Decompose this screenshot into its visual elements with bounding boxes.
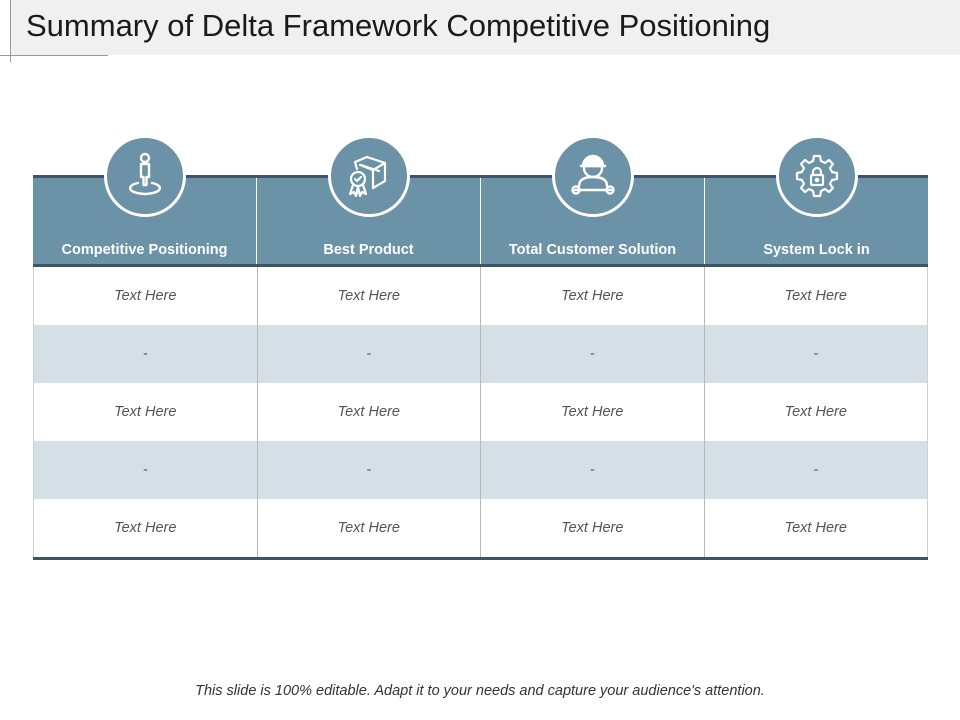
table-cell: -: [481, 441, 705, 499]
table-cell: -: [258, 325, 481, 383]
header-label-best-product: Best Product: [323, 242, 414, 258]
table-row: Text Here Text Here Text Here Text Here: [33, 499, 928, 557]
table-cell: Text Here: [481, 383, 705, 441]
header-cell-system-lock-in: System Lock in: [705, 135, 928, 264]
title-accent-vertical-line: [10, 0, 11, 62]
table-cell: Text Here: [481, 267, 705, 325]
table-row: Text Here Text Here Text Here Text Here: [33, 383, 928, 441]
table-cell: Text Here: [705, 267, 928, 325]
slide-title: Summary of Delta Framework Competitive P…: [26, 8, 771, 43]
table-row: Text Here Text Here Text Here Text Here: [33, 267, 928, 325]
table-cell: Text Here: [258, 383, 481, 441]
table-cell: Text Here: [481, 499, 705, 557]
table-row: - - - -: [33, 441, 928, 499]
header-label-competitive-positioning: Competitive Positioning: [61, 242, 228, 258]
positioning-table: Competitive Positioning Best Product: [33, 135, 928, 560]
gear-lock-icon: [775, 135, 858, 217]
table-cell: -: [33, 441, 258, 499]
header-cell-best-product: Best Product: [257, 135, 481, 264]
table-cell: -: [705, 441, 928, 499]
table-bottom-border: [33, 557, 928, 560]
slide-footer-note: This slide is 100% editable. Adapt it to…: [195, 683, 765, 699]
table-cell: Text Here: [33, 499, 258, 557]
header-label-total-customer-solution: Total Customer Solution: [508, 242, 677, 258]
table-cell: -: [705, 325, 928, 383]
person-on-target-icon: [103, 135, 186, 217]
table-cell: Text Here: [33, 383, 258, 441]
worker-with-wrench-icon: [551, 135, 634, 217]
table-cell: -: [258, 441, 481, 499]
table-cell: Text Here: [258, 499, 481, 557]
table-cell: -: [481, 325, 705, 383]
table-cell: Text Here: [705, 383, 928, 441]
table-cell: -: [33, 325, 258, 383]
header-label-system-lock-in: System Lock in: [763, 242, 870, 258]
table-cell: Text Here: [258, 267, 481, 325]
table-cell: Text Here: [33, 267, 258, 325]
table-cell: Text Here: [705, 499, 928, 557]
box-with-badge-icon: [327, 135, 410, 217]
table-header-row: Competitive Positioning Best Product: [33, 135, 928, 267]
header-cell-competitive-positioning: Competitive Positioning: [33, 135, 257, 264]
title-bar: [10, 0, 960, 55]
title-accent-horizontal-line: [0, 55, 108, 56]
table-row: - - - -: [33, 325, 928, 383]
header-cell-total-customer-solution: Total Customer Solution: [481, 135, 705, 264]
